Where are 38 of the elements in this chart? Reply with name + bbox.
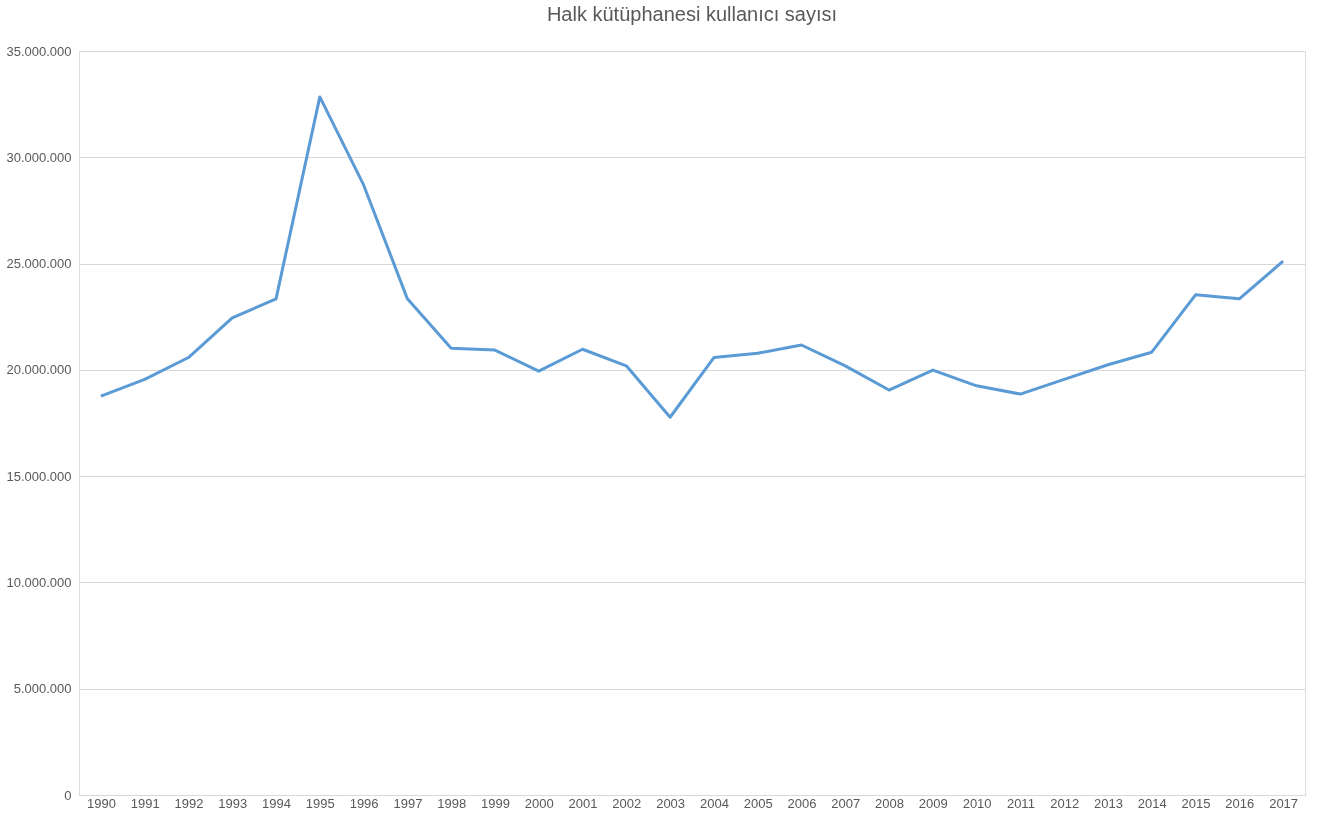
x-tick-label: 1998 — [437, 795, 467, 811]
x-tick-label: 1999 — [481, 795, 510, 811]
y-tick-label: 35.000.000 — [6, 43, 72, 59]
x-tick-label: 2003 — [656, 795, 686, 811]
x-tick-label: 2017 — [1269, 795, 1299, 811]
y-tick-label: 10.000.000 — [6, 574, 72, 590]
y-tick-label: 0 — [64, 787, 72, 803]
chart-title: Halk kütüphanesi kullanıcı sayısı — [546, 3, 838, 25]
x-tick-label: 2012 — [1050, 795, 1080, 811]
y-tick-label: 30.000.000 — [6, 149, 72, 165]
x-tick-label: 2009 — [918, 795, 948, 811]
x-tick-label: 2008 — [875, 795, 904, 811]
x-tick-label: 1991 — [130, 795, 160, 811]
y-tick-label: 25.000.000 — [6, 256, 72, 272]
x-tick-label: 2010 — [962, 795, 992, 811]
x-tick-label: 1996 — [349, 795, 379, 811]
y-tick-label: 20.000.000 — [6, 362, 72, 378]
x-tick-label: 1995 — [305, 795, 335, 811]
y-tick-label: 15.000.000 — [6, 468, 72, 484]
x-tick-label: 1994 — [262, 795, 291, 811]
x-tick-label: 2005 — [743, 795, 773, 811]
x-tick-label: 1990 — [86, 795, 116, 811]
x-tick-label: 1993 — [218, 795, 248, 811]
x-tick-label: 1997 — [393, 795, 423, 811]
x-tick-label: 2013 — [1094, 795, 1123, 811]
x-tick-label: 2011 — [1006, 795, 1035, 811]
x-tick-label: 2006 — [787, 795, 817, 811]
x-tick-label: 2002 — [612, 795, 642, 811]
x-tick-label: 2004 — [699, 795, 729, 811]
x-tick-label: 2016 — [1225, 795, 1255, 811]
x-tick-label: 2014 — [1137, 795, 1167, 811]
x-tick-label: 1992 — [174, 795, 204, 811]
x-tick-label: 2001 — [568, 795, 598, 811]
y-tick-label: 5.000.000 — [13, 681, 72, 697]
x-tick-label: 2007 — [831, 795, 861, 811]
line-series — [99, 95, 1285, 419]
x-tick-label: 2015 — [1181, 795, 1211, 811]
x-tick-label: 2000 — [524, 795, 554, 811]
